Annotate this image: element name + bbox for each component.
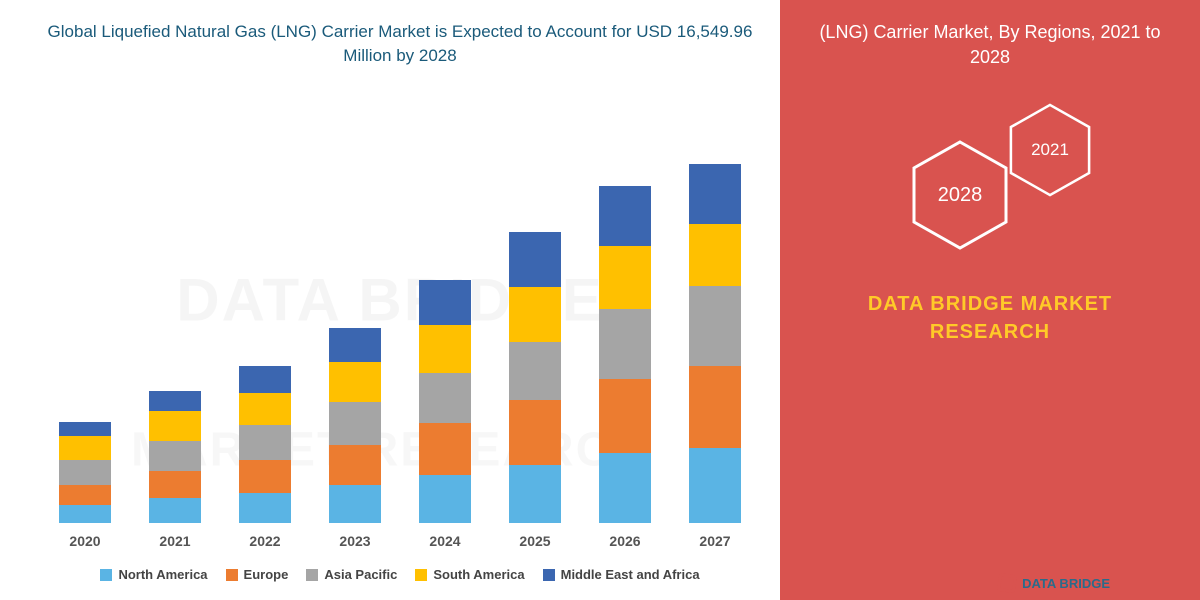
- stacked-bar: [149, 391, 201, 523]
- stacked-bar: [509, 232, 561, 523]
- bar-segment: [599, 453, 651, 523]
- x-axis-label: 2022: [249, 533, 280, 549]
- bar-segment: [59, 505, 111, 523]
- bar-segment: [329, 328, 381, 362]
- legend-swatch: [100, 569, 112, 581]
- bar-segment: [59, 485, 111, 505]
- stacked-bar: [689, 164, 741, 523]
- bar-segment: [509, 287, 561, 342]
- bar-segment: [689, 224, 741, 286]
- footer-logo-icon: [997, 573, 1018, 594]
- bar-segment: [59, 422, 111, 436]
- bar-segment: [419, 373, 471, 423]
- bar-segment: [149, 411, 201, 441]
- bar-group: 2023: [310, 328, 400, 549]
- bar-group: 2020: [40, 422, 130, 549]
- stacked-bar: [419, 280, 471, 523]
- legend-item: North America: [100, 567, 207, 582]
- bar-segment: [419, 423, 471, 475]
- stacked-bar: [239, 366, 291, 523]
- bar-group: 2025: [490, 232, 580, 549]
- legend-item: Europe: [226, 567, 289, 582]
- legend-item: Asia Pacific: [306, 567, 397, 582]
- bar-group: 2022: [220, 366, 310, 549]
- bar-segment: [149, 391, 201, 411]
- right-panel-title: (LNG) Carrier Market, By Regions, 2021 t…: [800, 20, 1180, 70]
- stacked-bar: [599, 186, 651, 523]
- bar-segment: [599, 379, 651, 453]
- bar-segment: [419, 475, 471, 523]
- x-axis-label: 2023: [339, 533, 370, 549]
- bar-group: 2026: [580, 186, 670, 549]
- bar-segment: [599, 309, 651, 379]
- legend-item: South America: [415, 567, 524, 582]
- bar-segment: [689, 366, 741, 448]
- bar-segment: [509, 232, 561, 287]
- brand-name: DATA BRIDGE MARKET RESEARCH: [800, 290, 1180, 346]
- footer-logo: DATA BRIDGE: [998, 574, 1110, 592]
- chart-area: 2020 2021 2022 2023 2024 2025 2026 2027: [30, 88, 770, 549]
- bar-group: 2024: [400, 280, 490, 549]
- bar-segment: [689, 164, 741, 224]
- bar-segment: [149, 471, 201, 498]
- legend-swatch: [543, 569, 555, 581]
- bar-segment: [509, 465, 561, 523]
- bar-segment: [689, 448, 741, 523]
- right-panel: (LNG) Carrier Market, By Regions, 2021 t…: [780, 0, 1200, 600]
- bar-segment: [149, 498, 201, 523]
- bar-segment: [239, 393, 291, 425]
- hexagon-2021-label: 2021: [1031, 141, 1069, 161]
- legend-label: Asia Pacific: [324, 567, 397, 582]
- legend-item: Middle East and Africa: [543, 567, 700, 582]
- bar-group: 2027: [670, 164, 760, 549]
- chart-panel: DATA BRIDGE MARKET RESEARCH Global Lique…: [0, 0, 780, 600]
- chart-title: Global Liquefied Natural Gas (LNG) Carri…: [30, 20, 770, 68]
- x-axis-label: 2026: [609, 533, 640, 549]
- x-axis-label: 2020: [69, 533, 100, 549]
- legend-label: Europe: [244, 567, 289, 582]
- legend-swatch: [306, 569, 318, 581]
- bar-segment: [329, 445, 381, 485]
- hexagon-2028-label: 2028: [938, 184, 983, 207]
- bar-segment: [689, 286, 741, 366]
- brand-line-2: RESEARCH: [800, 318, 1180, 346]
- legend-label: South America: [433, 567, 524, 582]
- x-axis-label: 2021: [159, 533, 190, 549]
- bar-segment: [509, 400, 561, 465]
- bar-segment: [329, 402, 381, 445]
- bar-segment: [509, 342, 561, 400]
- bar-segment: [239, 366, 291, 393]
- x-axis-label: 2025: [519, 533, 550, 549]
- bar-segment: [599, 246, 651, 309]
- x-axis-label: 2024: [429, 533, 460, 549]
- chart-legend: North America Europe Asia Pacific South Ame…: [30, 549, 770, 590]
- bar-segment: [149, 441, 201, 471]
- bar-segment: [599, 186, 651, 246]
- bar-group: 2021: [130, 391, 220, 549]
- legend-swatch: [226, 569, 238, 581]
- brand-line-1: DATA BRIDGE MARKET: [800, 290, 1180, 318]
- legend-label: North America: [118, 567, 207, 582]
- legend-swatch: [415, 569, 427, 581]
- stacked-bar: [59, 422, 111, 523]
- bar-segment: [329, 362, 381, 402]
- footer-logo-text: DATA BRIDGE: [1022, 576, 1110, 591]
- bar-segment: [239, 493, 291, 523]
- hexagon-2021: 2021: [1008, 104, 1093, 198]
- hexagon-2028: 2028: [910, 140, 1010, 250]
- stacked-bar: [329, 328, 381, 523]
- bar-segment: [59, 460, 111, 485]
- bar-segment: [239, 460, 291, 493]
- bar-segment: [419, 325, 471, 373]
- x-axis-label: 2027: [699, 533, 730, 549]
- hexagon-group: 2028 2021: [800, 100, 1180, 260]
- bar-segment: [329, 485, 381, 523]
- bar-segment: [239, 425, 291, 460]
- bar-segment: [419, 280, 471, 325]
- bar-segment: [59, 436, 111, 460]
- legend-label: Middle East and Africa: [561, 567, 700, 582]
